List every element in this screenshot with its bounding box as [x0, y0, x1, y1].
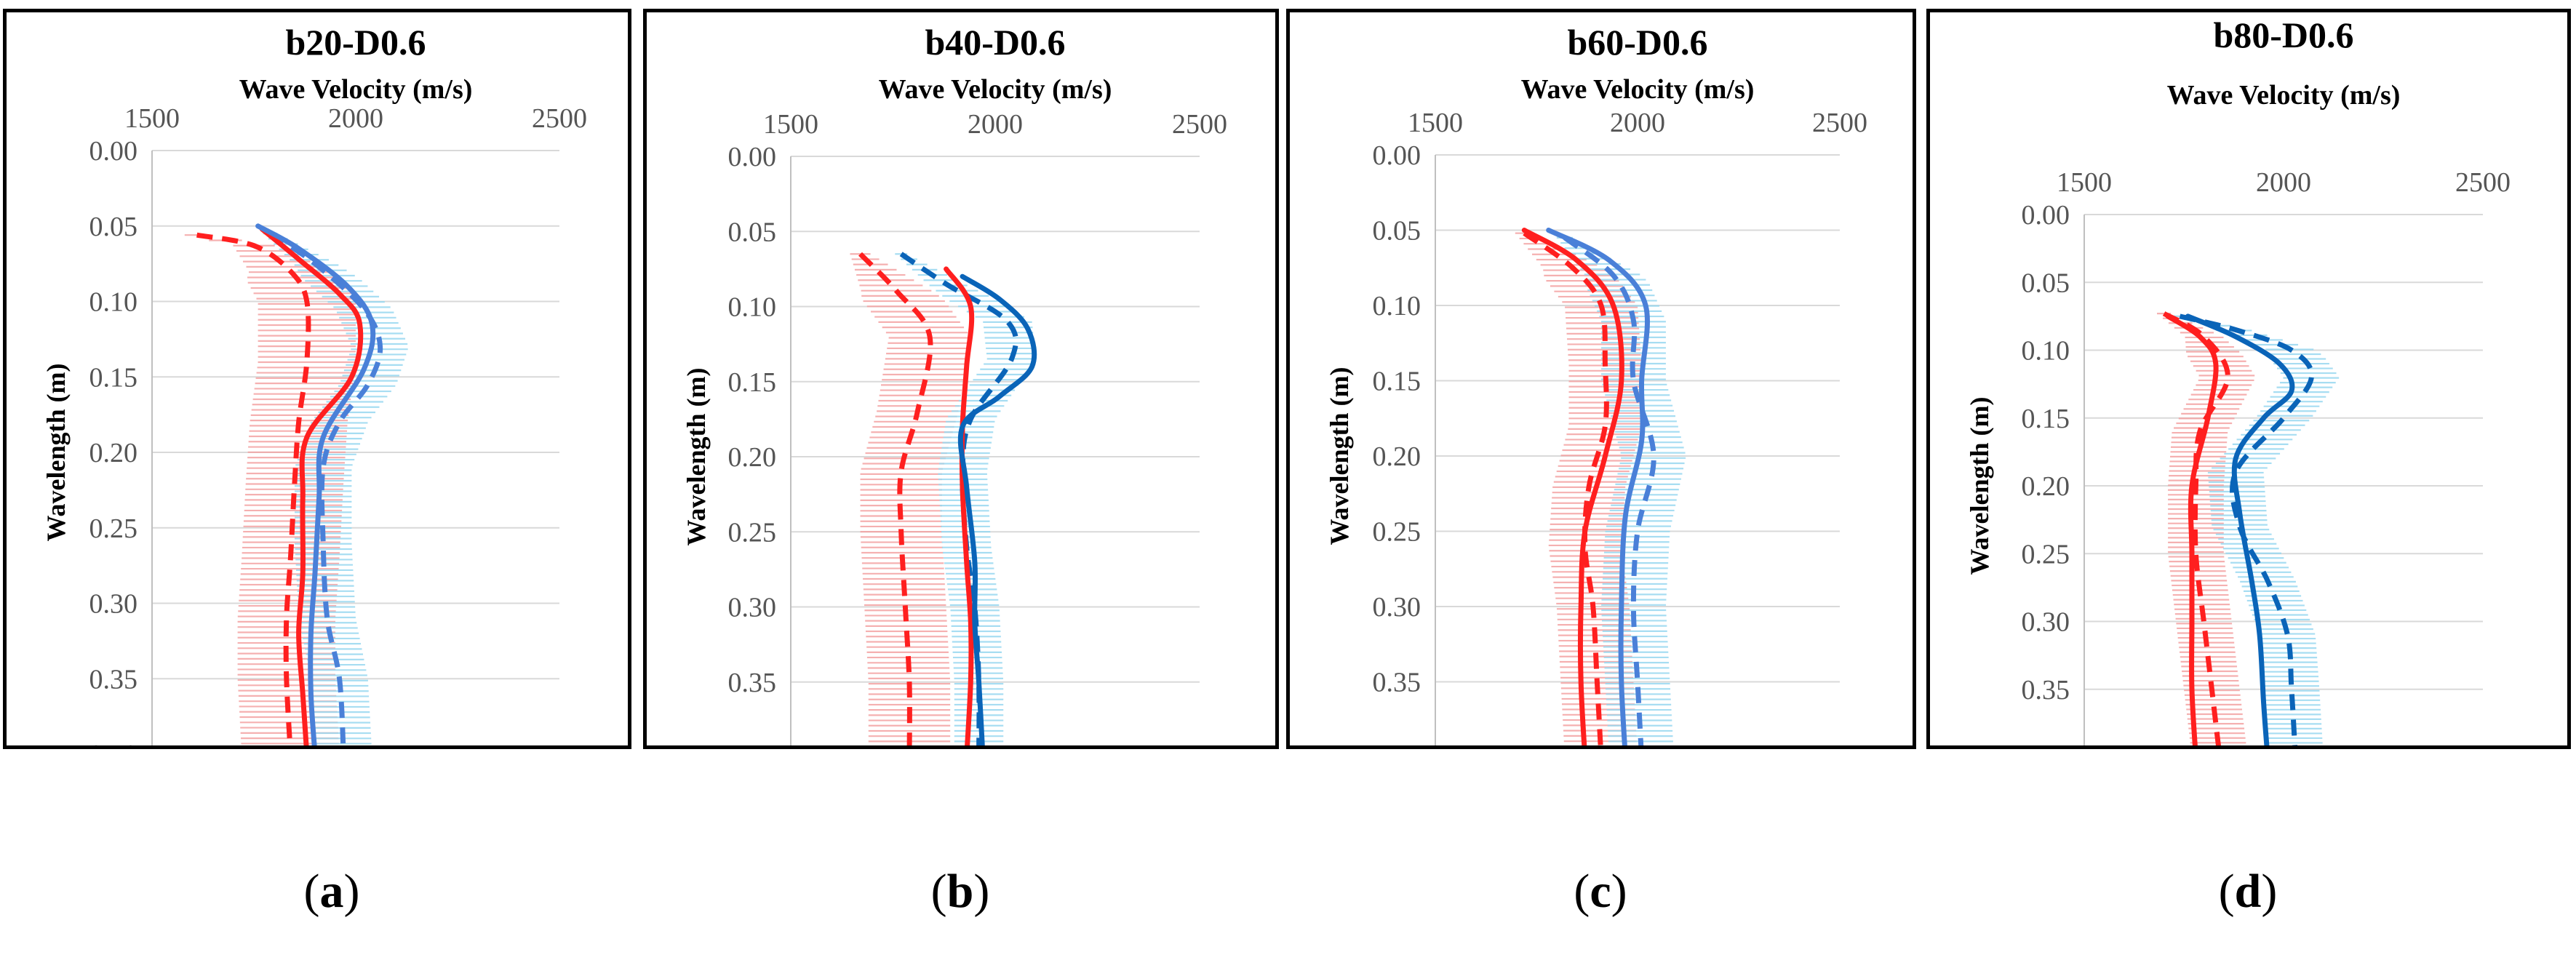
y-axis-label: Wavelength (m) — [682, 368, 711, 546]
y-tick-label: 0.20 — [728, 442, 777, 473]
x-axis-label: Wave Velocity (m/s) — [239, 74, 473, 105]
series-line-b80-D0.6-E-bad — [2164, 313, 2228, 749]
caption-b: (b) — [888, 864, 1033, 919]
plot-area — [850, 254, 1036, 749]
y-tick-label: 0.05 — [1373, 216, 1421, 247]
chart-d: b80-D0.6 Wave Velocity (m/s) Wavelength (m… — [1930, 12, 2571, 749]
chart-title: b60-D0.6 — [1567, 22, 1707, 63]
y-tick-label: 0.35 — [89, 664, 138, 695]
x-tick-label: 1500 — [124, 103, 180, 134]
y-tick-label: 0.35 — [1373, 668, 1421, 698]
x-tick-label: 2500 — [1812, 108, 1867, 138]
y-tick-label: 0.00 — [2022, 200, 2070, 231]
y-tick-label: 0.25 — [89, 513, 138, 544]
y-tick-label: 0.25 — [2022, 539, 2070, 569]
x-tick-label: 2500 — [532, 103, 587, 134]
series-line-b40-D0.6-E-bad — [861, 254, 930, 749]
y-tick-label: 0.40 — [1373, 743, 1421, 749]
panel-a: b20-D0.6 Wave Velocity (m/s) Wavelength (m… — [3, 9, 631, 749]
y-tick-label: 0.40 — [89, 740, 138, 749]
chart-c: b60-D0.6 Wave Velocity (m/s) Wavelength (m… — [1290, 12, 1916, 749]
y-tick-label: 0.10 — [728, 292, 777, 323]
x-axis-label: Wave Velocity (m/s) — [879, 74, 1112, 105]
chart-a: b20-D0.6 Wave Velocity (m/s) Wavelength (m… — [7, 12, 631, 749]
y-axis-label: Wavelength (m) — [1325, 367, 1354, 545]
y-tick-label: 0.20 — [89, 438, 138, 468]
y-tick-label: 0.35 — [2022, 675, 2070, 705]
y-tick-label: 0.20 — [1373, 441, 1421, 472]
panel-d: b80-D0.6 Wave Velocity (m/s) Wavelength (m… — [1926, 9, 2571, 749]
panel-c: b60-D0.6 Wave Velocity (m/s) Wavelength (m… — [1286, 9, 1916, 749]
chart-b: b40-D0.6 Wave Velocity (m/s) Wavelength (m… — [647, 12, 1279, 749]
x-tick-label: 2500 — [1172, 109, 1227, 140]
x-axis-label: Wave Velocity (m/s) — [1521, 74, 1755, 105]
error-band — [850, 254, 970, 749]
y-tick-label: 0.40 — [728, 743, 777, 749]
y-tick-label: 0.40 — [2022, 743, 2070, 749]
chart-title: b80-D0.6 — [2213, 15, 2353, 55]
y-tick-label: 0.10 — [89, 287, 138, 318]
plot-area — [185, 226, 408, 749]
y-tick-label: 0.30 — [728, 593, 777, 623]
y-tick-label: 0.20 — [2022, 471, 2070, 502]
y-tick-label: 0.15 — [2022, 404, 2070, 434]
caption-a: (a) — [259, 864, 404, 919]
x-axis-label: Wave Velocity (m/s) — [2167, 80, 2401, 111]
x-tick-label: 2000 — [968, 109, 1023, 140]
y-tick-label: 0.30 — [89, 589, 138, 620]
y-tick-label: 0.30 — [2022, 607, 2070, 638]
y-tick-label: 0.35 — [728, 668, 777, 698]
y-tick-label: 0.05 — [2022, 268, 2070, 298]
series-line-b40-D0.6-E-good — [901, 254, 1016, 749]
chart-title: b20-D0.6 — [285, 22, 426, 63]
y-tick-label: 0.25 — [728, 517, 777, 548]
y-axis-label: Wavelength (m) — [41, 364, 71, 542]
panel-b: b40-D0.6 Wave Velocity (m/s) Wavelength (m… — [643, 9, 1279, 749]
caption-c: (c) — [1528, 864, 1673, 919]
error-band — [185, 235, 356, 749]
y-axis-label: Wavelength (m) — [1965, 397, 1994, 575]
x-tick-label: 1500 — [2057, 167, 2112, 198]
x-tick-label: 1500 — [1408, 108, 1463, 138]
x-tick-label: 2000 — [328, 103, 383, 134]
plot-area — [1515, 231, 1686, 750]
y-tick-label: 0.10 — [2022, 336, 2070, 367]
y-tick-label: 0.30 — [1373, 592, 1421, 623]
y-tick-label: 0.15 — [89, 362, 138, 393]
x-tick-label: 2000 — [1610, 108, 1665, 138]
y-tick-label: 0.05 — [728, 217, 777, 247]
plot-area — [2157, 313, 2339, 749]
x-tick-label: 2500 — [2455, 167, 2511, 198]
chart-title: b40-D0.6 — [925, 22, 1065, 63]
y-tick-label: 0.15 — [728, 367, 777, 398]
y-tick-label: 0.00 — [89, 136, 138, 167]
y-tick-label: 0.00 — [1373, 140, 1421, 171]
x-tick-label: 2000 — [2256, 167, 2311, 198]
y-tick-label: 0.05 — [89, 212, 138, 242]
x-tick-label: 1500 — [763, 109, 818, 140]
y-tick-label: 0.15 — [1373, 367, 1421, 397]
y-tick-label: 0.00 — [728, 142, 777, 172]
series-line-b20-D0.6-E-bad — [197, 235, 308, 749]
y-tick-label: 0.10 — [1373, 291, 1421, 321]
caption-d: (d) — [2175, 864, 2321, 919]
y-tick-label: 0.25 — [1373, 517, 1421, 548]
